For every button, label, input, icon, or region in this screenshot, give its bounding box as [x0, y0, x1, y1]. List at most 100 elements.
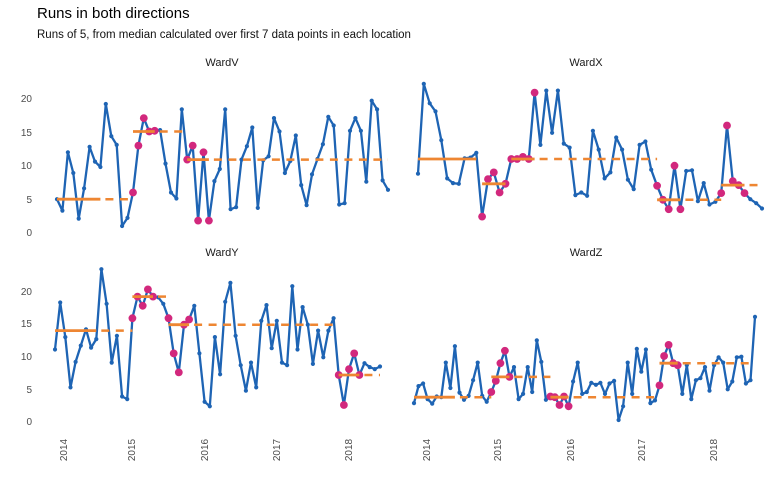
data-point [630, 391, 635, 396]
data-point [310, 361, 315, 366]
data-point [228, 280, 233, 285]
data-point [120, 394, 125, 399]
data-point [320, 142, 325, 147]
data-point [639, 369, 644, 374]
data-point [448, 385, 453, 391]
x-tick-label: 2014 [59, 438, 70, 462]
data-point [337, 202, 342, 207]
data-point [207, 404, 212, 409]
run-point [670, 161, 679, 170]
data-point [452, 344, 457, 349]
data-point [89, 345, 94, 350]
run-point [664, 341, 673, 349]
series-line [53, 268, 382, 408]
data-point [52, 347, 58, 352]
data-point [555, 88, 561, 93]
data-point [212, 179, 217, 184]
data-point [516, 397, 521, 402]
data-point [590, 128, 596, 133]
x-tick-label: 2017 [637, 438, 649, 462]
data-point [748, 378, 753, 383]
data-point [707, 202, 712, 207]
run-point [164, 314, 173, 323]
panel-wardy [52, 267, 383, 409]
data-point [596, 147, 601, 152]
data-point [103, 101, 108, 107]
data-point [120, 223, 125, 229]
data-point [331, 316, 336, 321]
data-point [739, 354, 744, 359]
data-point [218, 372, 223, 377]
y-tick-label: 5 [26, 384, 32, 396]
data-point [369, 98, 374, 103]
data-point [300, 305, 305, 310]
data-point [614, 135, 619, 140]
data-point [521, 391, 526, 396]
data-point [364, 179, 369, 184]
data-point [305, 322, 310, 327]
run-point [484, 175, 492, 184]
run-point [345, 365, 353, 373]
data-point [238, 363, 243, 368]
data-point [607, 381, 612, 386]
data-point [243, 388, 248, 393]
data-point [73, 359, 78, 364]
data-point [530, 389, 535, 395]
y-tick-label: 15 [20, 127, 32, 139]
data-point [295, 347, 300, 352]
run-point [188, 141, 197, 150]
y-tick-label: 5 [26, 194, 32, 206]
run-point [350, 349, 359, 358]
data-point [76, 216, 81, 221]
run-point [205, 216, 213, 225]
run-point [660, 352, 668, 360]
facet-strip-wardy: WardY [205, 247, 239, 259]
data-point [461, 397, 467, 402]
data-point [721, 360, 726, 365]
data-point [82, 186, 87, 191]
data-point [621, 404, 626, 409]
series-line [416, 82, 764, 218]
data-point [538, 142, 543, 147]
facet-strip-wardv: WardV [205, 57, 239, 69]
data-point [684, 168, 689, 174]
data-point [759, 206, 765, 211]
data-point [331, 123, 336, 128]
chart-subtitle: Runs of 5, from median calculated over f… [37, 29, 411, 41]
data-point [290, 284, 295, 289]
run-point [199, 148, 208, 157]
data-point [362, 361, 367, 366]
run-point [495, 188, 504, 197]
data-point [104, 301, 109, 306]
data-point [634, 346, 639, 351]
data-point [358, 128, 363, 133]
data-point [416, 384, 421, 389]
data-point [450, 181, 456, 186]
facet-strip-wardz: WardZ [569, 247, 603, 259]
x-tick-label: 2015 [493, 438, 505, 462]
data-point [456, 181, 461, 186]
run-point [144, 285, 152, 294]
data-point [457, 390, 462, 395]
data-point [60, 208, 65, 213]
data-point [730, 379, 735, 384]
run-point [501, 346, 509, 355]
data-point [161, 301, 166, 306]
data-point [125, 215, 130, 220]
data-point [255, 205, 260, 210]
data-point [598, 380, 603, 385]
data-point [695, 199, 701, 204]
data-point [228, 207, 233, 212]
run-point [194, 216, 203, 225]
data-point [65, 150, 70, 155]
data-point [625, 177, 631, 182]
data-point [693, 378, 699, 383]
data-point [648, 401, 653, 406]
data-point [109, 360, 114, 365]
data-point [179, 107, 184, 112]
data-point [680, 391, 685, 396]
data-point [625, 360, 630, 365]
data-point [94, 337, 99, 342]
data-point [544, 88, 549, 93]
data-point [573, 193, 578, 198]
